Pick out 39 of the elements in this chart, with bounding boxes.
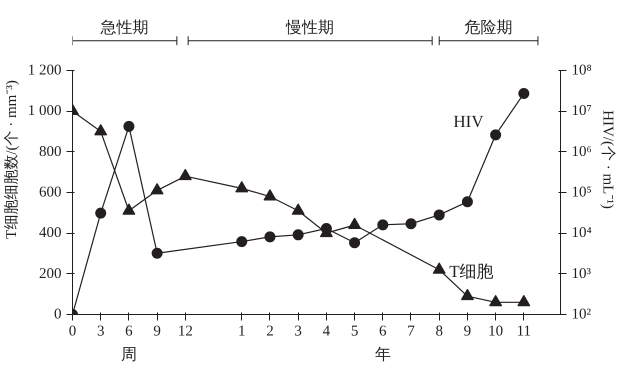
y-axis-title: T细胞细胞数/(个 · mm⁻³) — [2, 80, 20, 239]
x-tick-label: 12 — [178, 324, 193, 340]
y2-tick-label: 10⁵ — [572, 184, 592, 200]
x-tick-label: 3 — [294, 324, 302, 340]
x-tick-label: 5 — [350, 324, 358, 340]
x-tick-label: 7 — [407, 324, 416, 340]
y2-axis-title: HIV/(个 · mL⁻¹) — [600, 110, 617, 209]
series-label: HIV — [453, 112, 484, 131]
y2-tick-label: 10³ — [572, 266, 592, 282]
x-tick-label: 2 — [266, 324, 274, 340]
text: 慢性期 — [285, 18, 334, 37]
y-tick-label: 0 — [54, 306, 62, 322]
y-tick-label: 800 — [39, 144, 62, 160]
y2-tick-label: 10⁸ — [572, 62, 592, 78]
x-tick-label: 1 — [238, 324, 246, 340]
x-tick-label: 10 — [488, 324, 504, 340]
text: 危险期 — [464, 18, 513, 37]
x-tick-label: 6 — [379, 324, 388, 340]
y-tick-label: 1 000 — [28, 103, 62, 120]
x-tick-label: 4 — [322, 324, 331, 340]
y2-tick-label: 10⁴ — [572, 225, 592, 242]
y-tick-label: 1 200 — [28, 62, 62, 78]
x-tick-label: 3 — [96, 324, 104, 340]
y2-tick-label: 10⁶ — [572, 144, 592, 160]
x-tick-label: 0 — [68, 324, 76, 340]
x-tick-label: 11 — [516, 324, 532, 340]
x-tick-label: 8 — [435, 324, 443, 340]
y-tick-label: 400 — [39, 225, 62, 242]
text: 周 — [120, 344, 137, 364]
y2-tick-label: 10⁷ — [572, 103, 592, 120]
x-tick-label: 9 — [153, 324, 161, 340]
y2-tick-label: 10² — [572, 306, 592, 322]
y-tick-label: 200 — [39, 266, 62, 282]
series-label: T细胞 — [449, 262, 494, 282]
y-tick-label: 600 — [39, 184, 62, 200]
text: 年 — [374, 344, 391, 364]
x-tick-label: 6 — [125, 324, 134, 340]
text: 急性期 — [100, 18, 149, 37]
x-tick-label: 9 — [464, 324, 472, 340]
